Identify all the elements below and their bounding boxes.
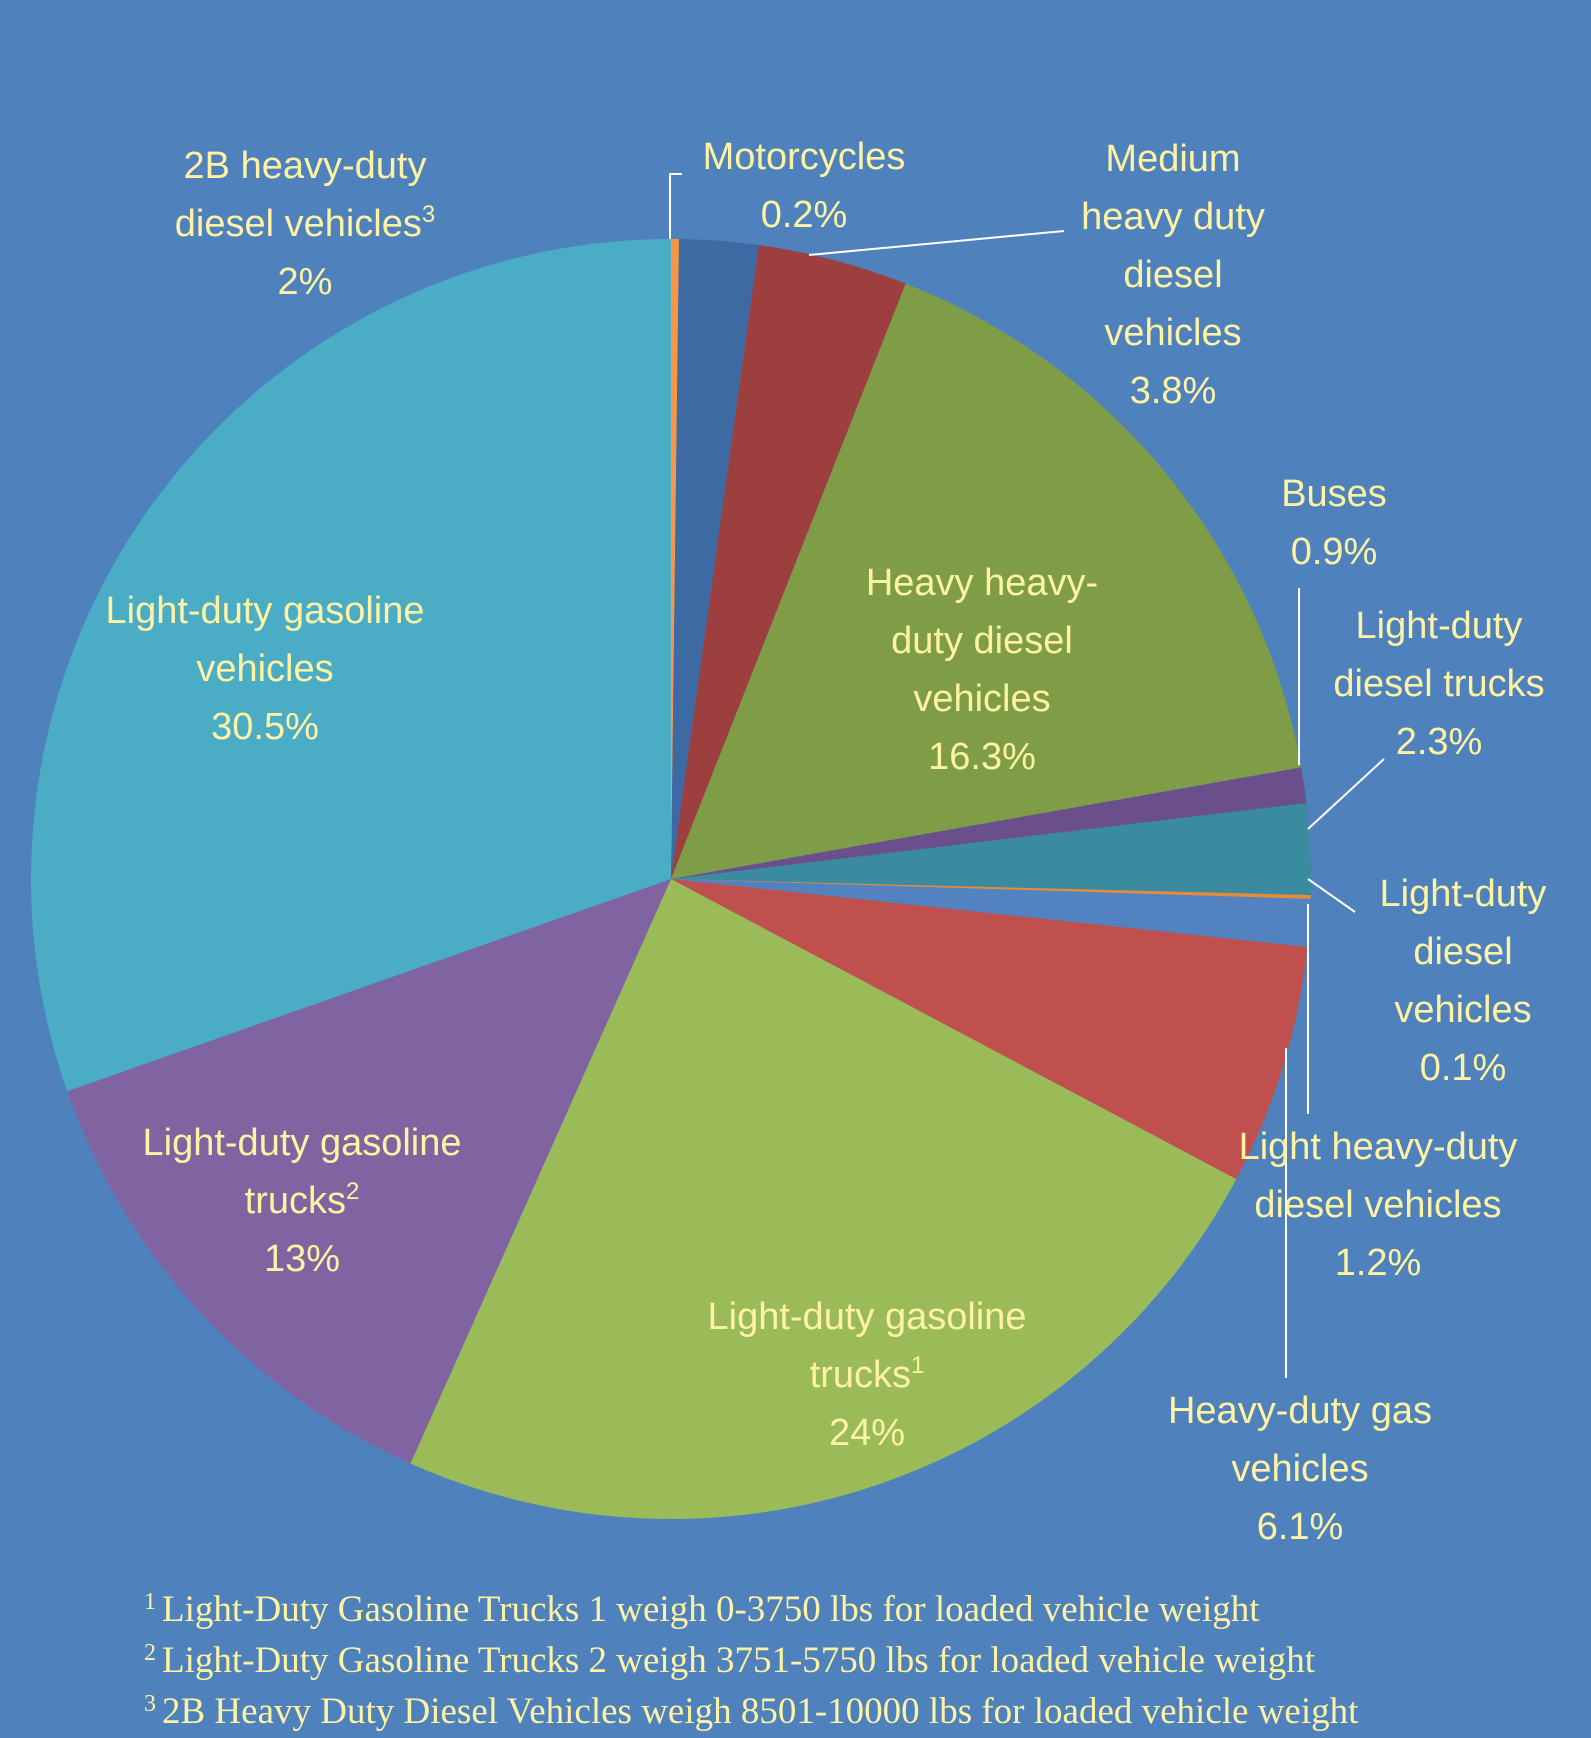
value-label: 2%: [140, 253, 470, 311]
value-label: 0.2%: [654, 186, 954, 244]
note-mark: 1: [911, 1352, 924, 1379]
slice-label: Heavy heavy-duty diesel vehicles 16.3%: [847, 554, 1117, 786]
footnote-text: Light-Duty Gasoline Trucks 1 weigh 0-375…: [162, 1589, 1260, 1630]
value-label: 0.1%: [1361, 1039, 1566, 1097]
category-name: Light-duty gasoline vehicles: [106, 590, 425, 690]
slice-label: Light-duty diesel trucks 2.3%: [1307, 597, 1572, 771]
leader-line: [1308, 879, 1355, 912]
value-label: 30.5%: [98, 698, 433, 756]
footnote-text: Light-Duty Gasoline Trucks 2 weigh 3751-…: [162, 1640, 1315, 1681]
slice-label: Motorcycles 0.2%: [654, 128, 954, 244]
page: {"chart_data": {"type": "pie", "categori…: [0, 0, 1591, 1738]
category-name: Light-duty diesel vehicles: [1380, 873, 1547, 1031]
category-name: Medium heavy duty diesel vehicles: [1081, 138, 1265, 354]
category-name: Light-duty gasoline trucks: [708, 1296, 1027, 1396]
slice-label: Light heavy-duty diesel vehicles 1.2%: [1213, 1118, 1543, 1292]
value-label: 16.3%: [847, 728, 1117, 786]
slice-label: Light-duty gasoline vehicles 30.5%: [98, 582, 433, 756]
value-label: 24%: [707, 1404, 1027, 1462]
footnote-text: 2B Heavy Duty Diesel Vehicles weigh 8501…: [162, 1691, 1358, 1732]
footnote-mark: 3: [144, 1691, 156, 1717]
slice-label: Heavy-duty gas vehicles 6.1%: [1150, 1382, 1450, 1556]
footnote-mark: 2: [144, 1640, 156, 1666]
slice-label: Light-duty diesel vehicles 0.1%: [1361, 865, 1566, 1097]
slice-label: Medium heavy duty diesel vehicles 3.8%: [1066, 130, 1281, 420]
value-label: 3.8%: [1066, 362, 1281, 420]
category-name: Light heavy-duty diesel vehicles: [1239, 1126, 1518, 1226]
category-name: Motorcycles: [703, 136, 906, 178]
value-label: 0.9%: [1234, 523, 1434, 581]
category-name: Buses: [1281, 473, 1387, 515]
value-label: 13%: [142, 1230, 462, 1288]
slice-label: Buses 0.9%: [1234, 465, 1434, 581]
note-mark: 2: [346, 1178, 359, 1205]
footnote-mark: 1: [144, 1589, 156, 1615]
category-name: Light-duty gasoline trucks: [143, 1122, 462, 1222]
slice-label: Light-duty gasoline trucks1 24%: [707, 1288, 1027, 1462]
value-label: 6.1%: [1150, 1498, 1450, 1556]
pie: [31, 239, 1311, 1519]
category-name: 2B heavy-duty diesel vehicles: [175, 145, 427, 245]
value-label: 1.2%: [1213, 1234, 1543, 1292]
category-name: Heavy heavy-duty diesel vehicles: [866, 562, 1098, 720]
value-label: 2.3%: [1307, 713, 1572, 771]
slice-label: 2B heavy-duty diesel vehicles3 2%: [140, 137, 470, 311]
slice-label: Light-duty gasoline trucks2 13%: [142, 1114, 462, 1288]
category-name: Heavy-duty gas vehicles: [1168, 1390, 1432, 1490]
category-name: Light-duty diesel trucks: [1333, 605, 1544, 705]
note-mark: 3: [422, 201, 435, 228]
